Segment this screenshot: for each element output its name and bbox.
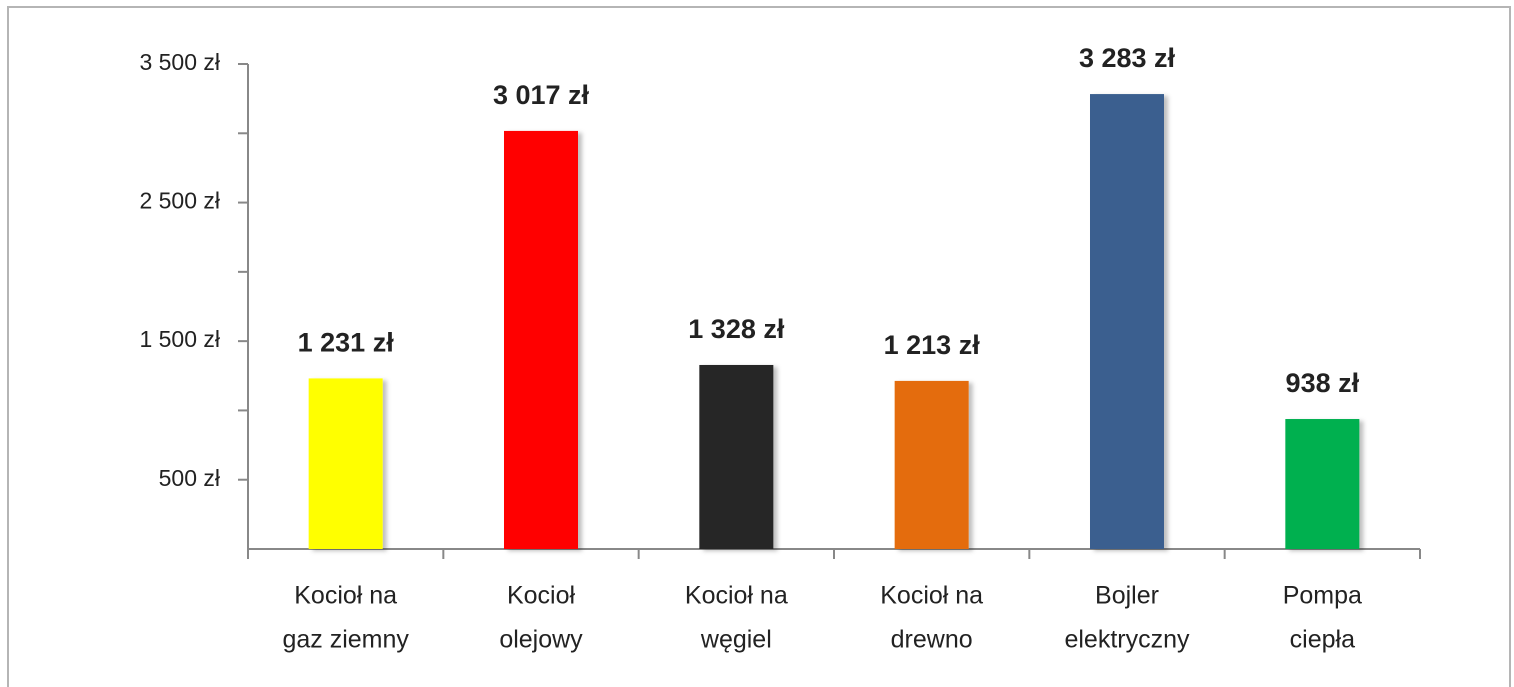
- value-label: 938 zł: [1286, 368, 1360, 398]
- y-tick-label: 1 500 zł: [139, 326, 220, 352]
- x-tick-label: Bojler: [1095, 582, 1159, 610]
- bar: [1090, 94, 1164, 549]
- value-label: 1 213 zł: [884, 330, 981, 360]
- bar: [308, 378, 383, 549]
- value-label: 3 283 zł: [1079, 43, 1176, 73]
- x-tick-label: elektryczny: [1064, 626, 1190, 654]
- bar: [699, 364, 774, 549]
- y-tick-label: 2 500 zł: [139, 188, 220, 214]
- x-tick-label: Kocioł na: [685, 582, 788, 610]
- x-tick-label: Kocioł na: [294, 582, 397, 610]
- value-label: 1 328 zł: [688, 314, 785, 344]
- x-tick-label: ciepła: [1290, 626, 1355, 654]
- x-tick-label: olejowy: [499, 626, 583, 654]
- bar: [1285, 419, 1360, 549]
- x-tick-label: gaz ziemny: [282, 626, 409, 654]
- x-tick-label: węgiel: [700, 626, 772, 654]
- x-tick-label: Kocioł na: [880, 582, 983, 610]
- bar: [894, 380, 969, 549]
- x-tick-label: Kocioł: [507, 582, 576, 610]
- frame: [7, 6, 1511, 687]
- x-tick-label: drewno: [891, 626, 973, 654]
- y-tick-label: 500 zł: [159, 465, 220, 491]
- y-tick-label: 3 500 zł: [139, 49, 220, 75]
- bar: [504, 130, 578, 549]
- value-label: 1 231 zł: [298, 328, 395, 358]
- value-label: 3 017 zł: [493, 80, 590, 110]
- x-tick-label: Pompa: [1283, 582, 1362, 610]
